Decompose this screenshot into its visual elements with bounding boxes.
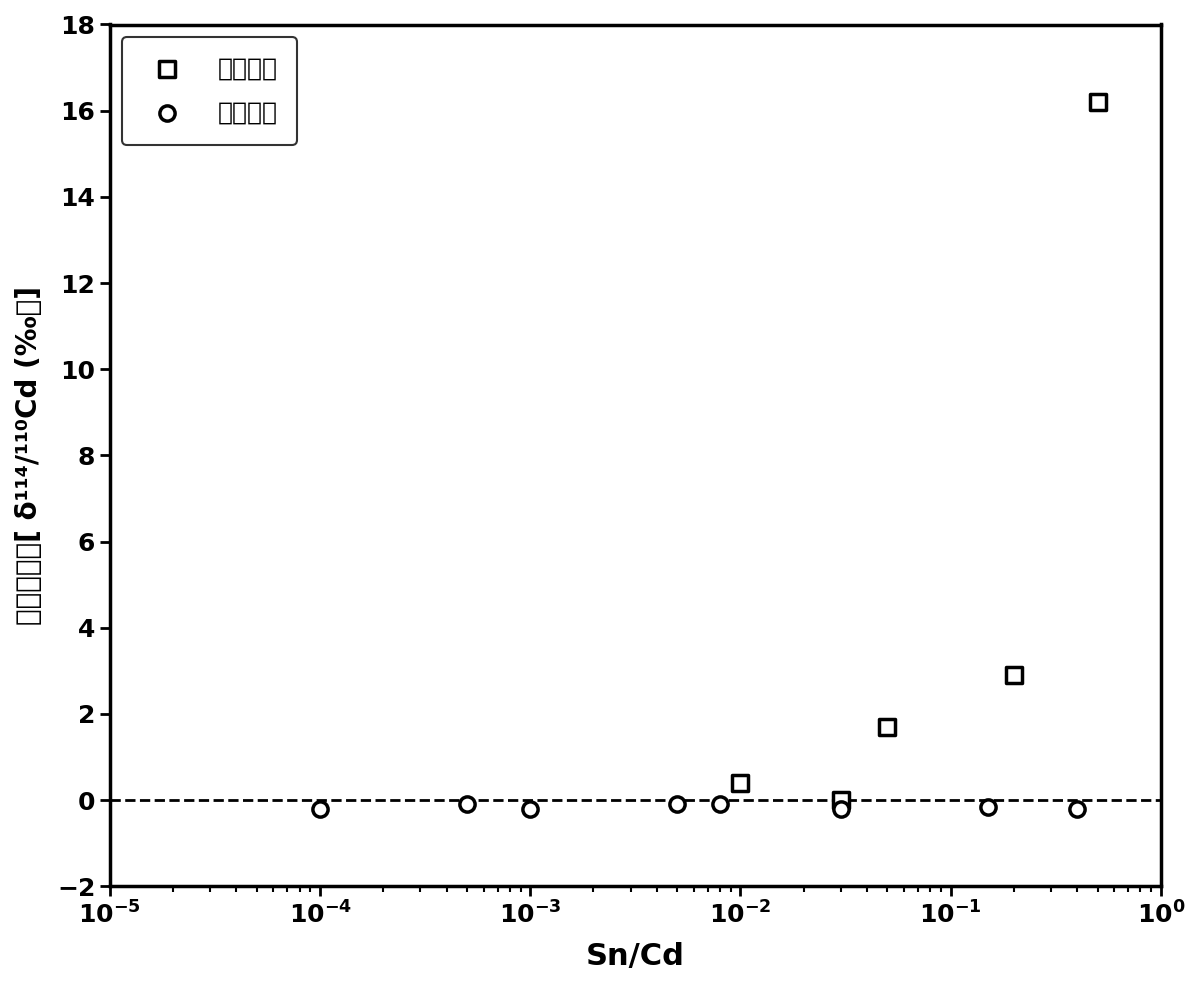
锡校正后 — [978, 799, 997, 814]
Legend: 锡校正前, 锡校正后: 锡校正前, 锡校正后 — [122, 37, 298, 145]
锡校正后 — [1068, 801, 1087, 816]
锡校正后 — [457, 797, 476, 812]
锡校正前 — [877, 719, 896, 735]
锡校正后 — [521, 801, 540, 816]
锡校正后 — [832, 801, 851, 816]
Y-axis label: 镉同位素：[ δ¹¹⁴/¹¹⁰Cd (‰）]: 镉同位素：[ δ¹¹⁴/¹¹⁰Cd (‰）] — [16, 286, 43, 625]
锡校正后 — [667, 797, 686, 812]
X-axis label: Sn/Cd: Sn/Cd — [586, 942, 685, 971]
锡校正前 — [1088, 95, 1108, 110]
锡校正后 — [710, 797, 730, 812]
锡校正后 — [311, 801, 330, 816]
锡校正前 — [731, 775, 750, 791]
锡校正前 — [1004, 668, 1024, 683]
锡校正前 — [832, 793, 851, 809]
